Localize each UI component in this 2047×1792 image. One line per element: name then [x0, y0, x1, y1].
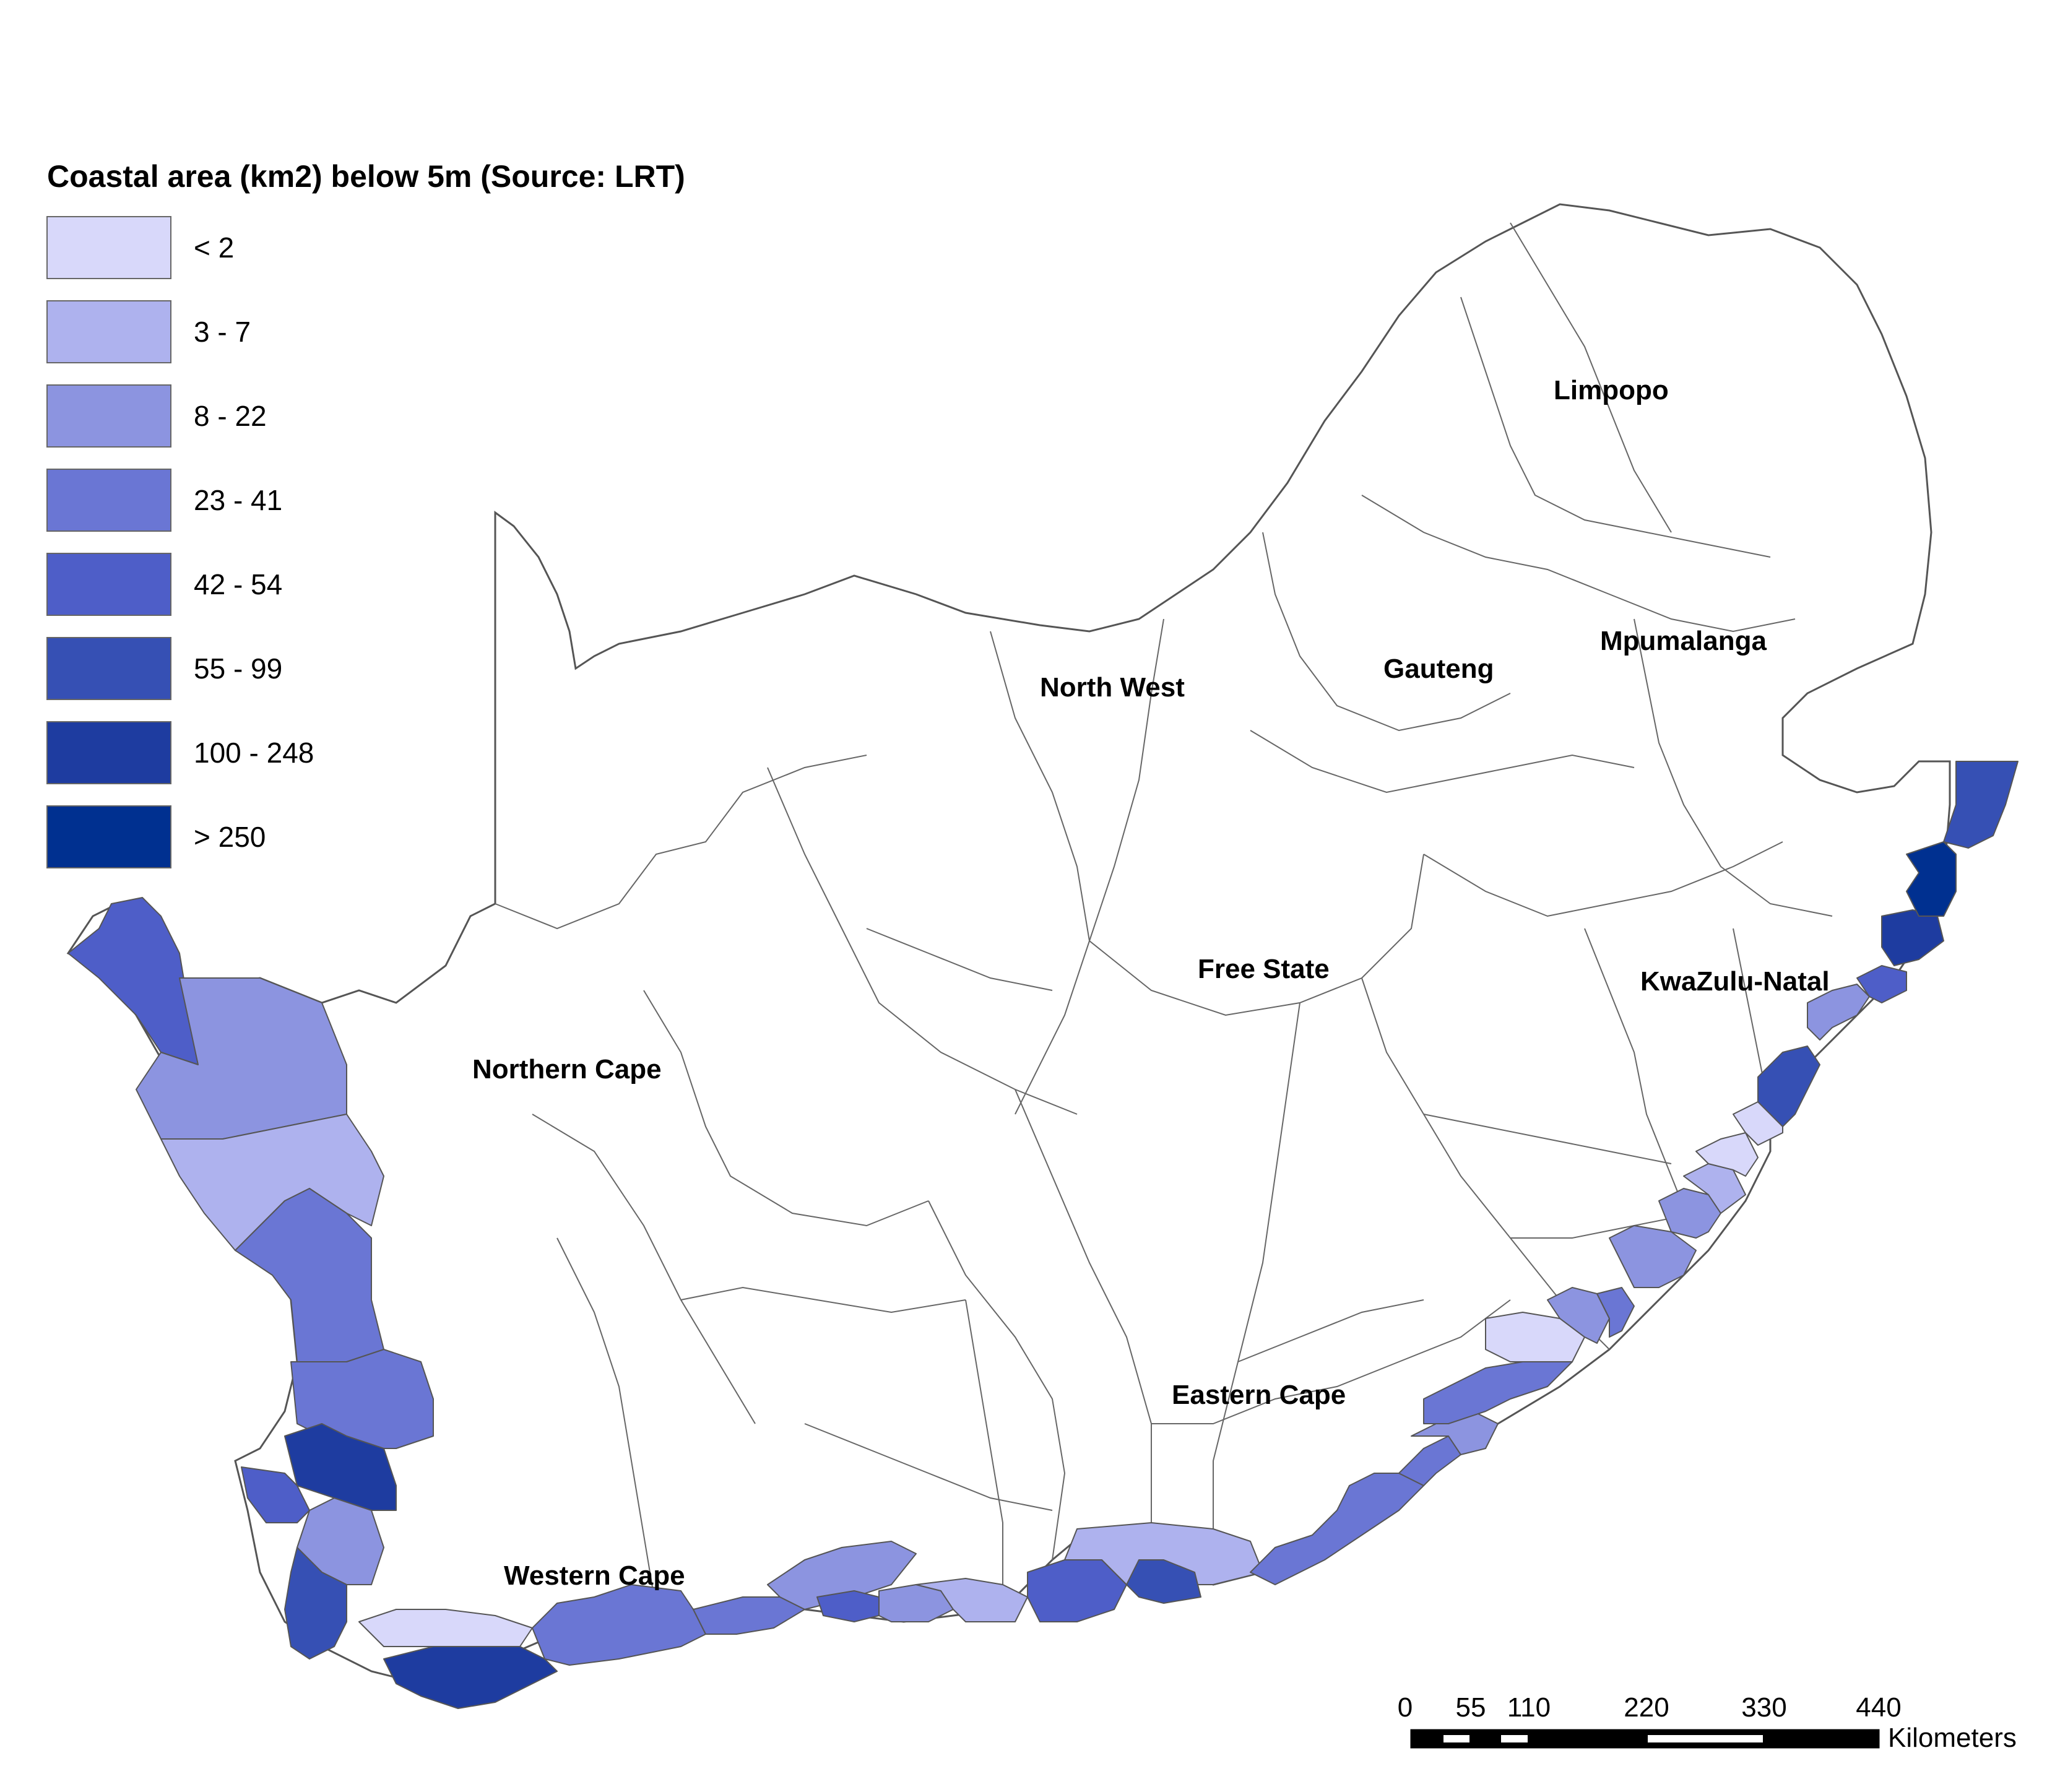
district-mossel-bay	[767, 1541, 917, 1610]
legend-swatch-0	[46, 216, 171, 279]
district-cape-town	[284, 1547, 347, 1660]
district-mbhashe	[1485, 1312, 1585, 1362]
district-overberg-west	[358, 1609, 533, 1647]
district-umkhanyakude	[1943, 761, 2019, 849]
district-mnquma	[1423, 1349, 1573, 1424]
district-mbizana	[1658, 1188, 1721, 1239]
district-buffalo-city	[1398, 1435, 1461, 1486]
scale-segment	[1528, 1729, 1648, 1749]
scale-segment	[1410, 1729, 1443, 1749]
district-george	[816, 1590, 880, 1622]
district-namakwa-north	[67, 897, 199, 1065]
district-saldanha	[284, 1423, 397, 1511]
district-umhlathuze	[1881, 909, 1944, 966]
legend: Coastal area (km2) below 5m (Source: LRT…	[46, 159, 685, 868]
legend-label-1: 3 - 7	[194, 316, 251, 348]
district-cape-agulhas	[383, 1646, 558, 1709]
scale-tick-label-0: 0	[1398, 1692, 1413, 1723]
legend-item: 8 - 22	[46, 384, 267, 448]
province-label-gauteng: Gauteng	[1383, 654, 1494, 684]
district-swellendam	[532, 1584, 706, 1666]
district-ilembe	[1807, 984, 1870, 1041]
legend-label-3: 23 - 41	[194, 484, 282, 516]
scale-bar: 0 55 110 220 330 440 Kilometers	[1398, 1692, 2017, 1753]
scale-tick-label-4: 330	[1741, 1692, 1786, 1723]
legend-item: < 2	[46, 216, 234, 279]
province-label-limpopo: Limpopo	[1554, 375, 1669, 405]
legend-item: 23 - 41	[46, 469, 282, 532]
scale-segment	[1763, 1729, 1880, 1749]
legend-swatch-7	[46, 805, 171, 868]
legend-label-2: 8 - 22	[194, 400, 267, 432]
legend-swatch-4	[46, 553, 171, 616]
scale-tick-label-2: 110	[1507, 1692, 1551, 1723]
province-labels: Limpopo North West Gauteng Mpumalanga Fr…	[472, 375, 1830, 1591]
district-hessequa	[693, 1596, 805, 1635]
district-nyandeni	[1547, 1287, 1610, 1344]
district-ndlambe	[1250, 1473, 1424, 1585]
legend-swatch-5	[46, 637, 171, 700]
province-label-northern-cape: Northern Cape	[472, 1054, 662, 1084]
district-ethekwini	[1757, 1045, 1820, 1127]
legend-item: 55 - 99	[46, 637, 282, 700]
legend-item: 3 - 7	[46, 300, 251, 363]
province-label-free-state: Free State	[1198, 954, 1330, 984]
district-bitou	[915, 1578, 1028, 1622]
scale-tick-label-3: 220	[1624, 1692, 1669, 1723]
legend-label-0: < 2	[194, 232, 234, 264]
district-uthungulu	[1856, 965, 1907, 1003]
province-label-mpumalanga: Mpumalanga	[1600, 626, 1767, 656]
legend-swatch-1	[46, 300, 171, 363]
scale-segment	[1648, 1735, 1763, 1742]
district-boundaries	[495, 222, 1833, 1610]
legend-label-4: 42 - 54	[194, 568, 282, 600]
scale-segment	[1501, 1735, 1528, 1742]
legend-label-6: 100 - 248	[194, 737, 314, 769]
legend-item: 42 - 54	[46, 553, 282, 616]
district-ugu	[1695, 1132, 1759, 1177]
district-nelson-mandela-bay	[1126, 1559, 1201, 1604]
district-swartland	[241, 1466, 310, 1523]
district-cederberg	[235, 1188, 384, 1362]
legend-item: 100 - 248	[46, 721, 314, 784]
legend-swatch-3	[46, 469, 171, 532]
district-mtubatuba	[1906, 841, 1957, 917]
scale-segment	[1469, 1729, 1501, 1749]
legend-title: Coastal area (km2) below 5m (Source: LRT…	[47, 159, 685, 194]
province-label-north-west: North West	[1040, 672, 1185, 703]
district-port-st-johns	[1596, 1287, 1635, 1338]
coastal-districts	[67, 761, 2019, 1709]
province-label-kwazulu-natal: KwaZulu-Natal	[1640, 966, 1830, 997]
legend-swatch-2	[46, 384, 171, 448]
province-label-western-cape: Western Cape	[504, 1560, 685, 1591]
legend-swatch-6	[46, 721, 171, 784]
legend-item: > 250	[46, 805, 266, 868]
scale-segment	[1443, 1735, 1469, 1742]
scale-unit-label: Kilometers	[1888, 1723, 2017, 1753]
legend-label-5: 55 - 99	[194, 652, 282, 685]
scale-tick-label-1: 55	[1456, 1692, 1486, 1723]
province-label-eastern-cape: Eastern Cape	[1172, 1380, 1346, 1410]
district-ingquza	[1609, 1225, 1697, 1288]
legend-label-7: > 250	[194, 821, 266, 853]
scale-tick-label-5: 440	[1856, 1692, 1901, 1723]
